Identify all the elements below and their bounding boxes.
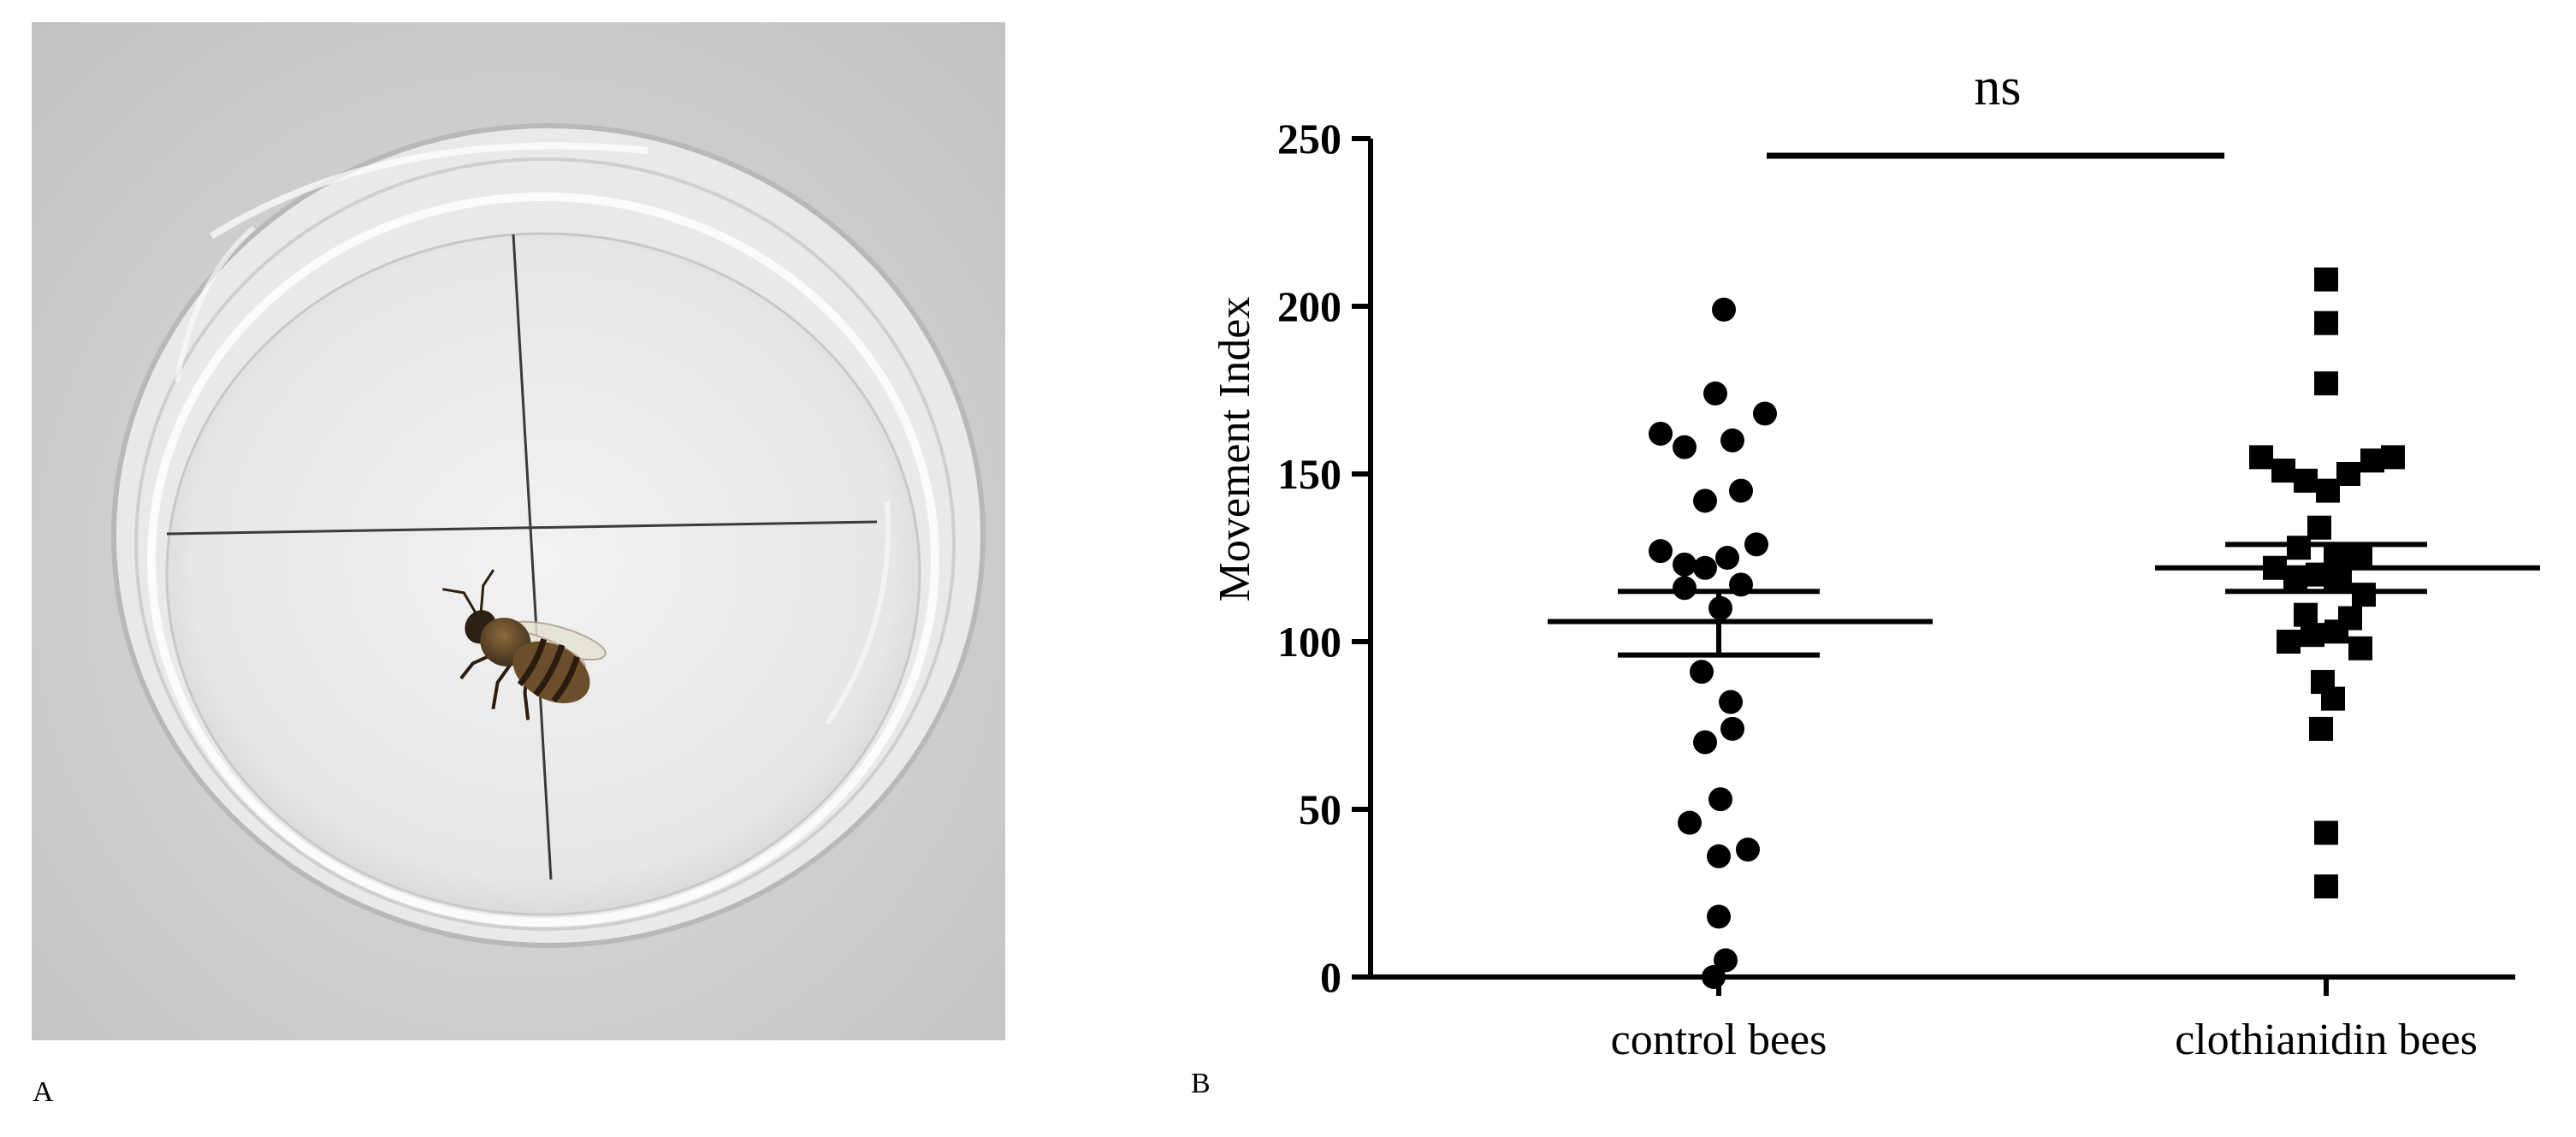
data-point-clothianidin-11 [2287,536,2311,560]
movement-index-chart: 0 50 100 150 200 250 control bees clothianidin … [1164,34,2549,1061]
data-point-clothianidin-24 [2348,636,2372,660]
y-tick-label-50: 50 [1299,785,1341,833]
y-tick-label-0: 0 [1320,953,1341,1001]
data-point-control-22 [1707,844,1731,868]
data-point-control-2 [1673,435,1697,459]
data-point-clothianidin-7 [2336,462,2360,486]
data-point-control-5 [1753,401,1777,426]
data-point-control-17 [1719,690,1743,714]
data-point-clothianidin-0 [2314,267,2338,292]
data-point-clothianidin-29 [2314,874,2338,899]
significance-label: ns [1974,58,2021,116]
data-point-clothianidin-9 [2381,445,2405,470]
chart-summary-bars [1548,542,2540,658]
y-tick-label-100: 100 [1277,618,1341,666]
data-point-control-20 [1708,787,1732,812]
data-point-clothianidin-8 [2360,448,2384,473]
data-point-clothianidin-21 [2277,630,2301,654]
data-point-clothianidin-2 [2314,371,2338,396]
data-point-control-3 [1703,381,1727,406]
data-point-clothianidin-23 [2324,619,2348,644]
panel-label-a: A [33,1076,54,1108]
data-point-clothianidin-1 [2314,311,2338,335]
panel-label-b: B [1191,1068,1211,1099]
data-point-control-11 [1715,546,1739,570]
data-point-control-21 [1678,810,1702,835]
data-point-clothianidin-5 [2294,468,2318,493]
data-point-clothianidin-4 [2271,459,2295,483]
data-point-clothianidin-28 [2314,820,2338,845]
data-point-clothianidin-26 [2321,686,2345,711]
petri-dish-photo [32,22,1005,1040]
data-point-clothianidin-22 [2301,623,2324,648]
data-point-control-7 [1729,478,1753,503]
data-point-control-26 [1702,965,1726,989]
chart-points [1649,267,2405,989]
data-point-control-4 [1720,428,1744,453]
data-point-control-9 [1673,552,1697,577]
data-point-control-12 [1744,532,1768,557]
honeybee [442,569,607,720]
y-tick-label-250: 250 [1277,115,1341,163]
chart-axes: 0 50 100 150 200 250 control bees clothianidin … [1277,115,2515,1061]
data-point-control-16 [1690,660,1714,684]
data-point-control-1 [1649,421,1673,446]
data-point-control-25 [1714,948,1738,973]
data-point-clothianidin-27 [2309,716,2333,741]
data-point-control-19 [1720,716,1744,741]
data-point-clothianidin-6 [2316,478,2340,503]
data-point-control-8 [1649,539,1673,564]
cross-line-horizontal [166,520,878,536]
data-point-control-24 [1707,904,1731,929]
data-point-clothianidin-10 [2307,515,2331,540]
y-tick-label-200: 200 [1277,282,1341,330]
data-point-clothianidin-18 [2352,583,2376,607]
data-point-control-0 [1712,297,1736,322]
cross-line-vertical [512,234,553,880]
y-tick-label-150: 150 [1277,450,1341,498]
data-point-clothianidin-19 [2294,602,2318,627]
petri-dish-floor [165,232,921,916]
x-category-label-0: control bees [1611,1016,1827,1061]
data-point-control-10 [1693,555,1717,580]
data-point-control-18 [1693,730,1717,755]
data-point-clothianidin-3 [2249,445,2273,470]
x-category-label-1: clothianidin bees [2175,1016,2478,1061]
y-axis-title: Movement Index [1211,297,1259,602]
data-point-control-13 [1673,576,1697,601]
data-point-control-6 [1693,489,1717,513]
data-point-control-23 [1736,838,1760,862]
